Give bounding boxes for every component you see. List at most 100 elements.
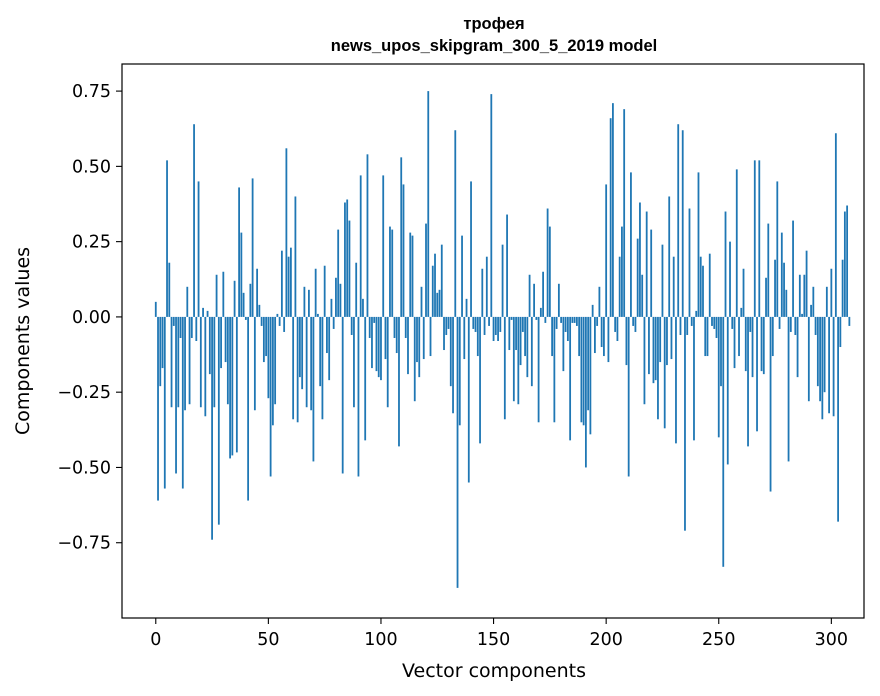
x-tick-label: 300 [815,630,848,650]
bar-191 [584,316,587,468]
bar-76 [326,316,328,354]
bar-149 [490,94,493,317]
bar-279 [783,262,785,317]
x-tick-label: 150 [477,630,510,650]
bar-129 [445,316,448,335]
bar-293 [814,316,817,335]
bar-59 [287,256,290,317]
bar-212 [632,316,635,326]
bar-223 [657,316,659,420]
y-axis-ticks: −0.75 −0.50 −0.25 0.00 0.25 0.50 0.75 [57,82,122,554]
bar-19 [197,181,200,317]
bar-283 [792,220,794,317]
y-tick-label: 0.25 [72,233,111,253]
bar-295 [819,316,821,402]
bar-268 [758,160,761,317]
bar-226 [663,316,666,429]
bar-45 [256,268,259,317]
bar-275 [774,259,776,317]
bar-249 [715,316,718,338]
bar-241 [697,172,700,317]
bar-51 [269,316,272,477]
bar-145 [481,268,484,317]
bar-43 [251,178,254,317]
bar-54 [276,313,279,317]
bar-114 [411,235,414,317]
bar-200 [605,184,608,317]
bar-227 [666,316,668,366]
bar-208 [623,109,626,317]
bar-286 [798,274,801,317]
bar-72 [317,313,319,317]
bar-33 [229,316,231,459]
bar-125 [436,292,439,317]
bar-88 [353,316,355,408]
bar-103 [386,316,389,408]
bar-28 [217,316,220,525]
bar-4 [163,316,166,489]
bar-250 [717,316,720,438]
bar-55 [278,316,281,326]
bar-140 [470,181,472,317]
bar-69 [310,316,313,411]
bar-18 [195,316,198,341]
bar-248 [713,316,716,329]
bar-253 [724,211,727,317]
bar-207 [621,226,623,317]
bar-254 [726,316,729,465]
bar-263 [747,316,749,447]
bar-239 [693,316,695,441]
bar-22 [204,316,207,417]
bar-27 [215,274,218,317]
x-tick-label: 200 [589,630,622,650]
bar-181 [562,316,565,372]
bar-25 [211,316,213,540]
bar-204 [614,316,617,332]
bar-225 [661,244,664,317]
bar-278 [780,232,783,317]
bar-178 [555,316,558,329]
bar-238 [690,316,693,326]
bar-235 [684,316,686,531]
bar-89 [355,262,358,317]
bar-1 [157,316,159,501]
bar-94 [366,154,369,317]
bar-257 [733,316,736,369]
bar-81 [337,229,340,317]
bar-170 [537,316,540,423]
bar-95 [368,316,371,338]
bar-8 [172,316,175,326]
x-tick-label: 50 [257,630,279,650]
bar-11 [179,316,182,338]
bar-251 [720,316,722,387]
bar-29 [220,316,222,369]
bar-229 [670,316,673,360]
bar-53 [274,316,277,405]
bar-180 [560,316,563,323]
bar-36 [235,316,238,453]
bar-26 [213,316,216,408]
bar-244 [704,316,707,357]
bar-73 [319,316,322,387]
bar-272 [767,223,770,317]
bar-183 [566,316,569,341]
bar-21 [202,307,204,317]
bar-20 [199,316,202,408]
bar-67 [305,316,308,408]
plot-frame [121,63,865,619]
bar-42 [249,283,252,317]
y-tick-label: 0.50 [72,157,111,177]
bar-101 [382,175,385,317]
bar-221 [652,316,655,384]
bar-210 [627,316,630,477]
bar-270 [762,316,765,375]
bar-15 [188,316,191,405]
chart-title-line1: трофея [463,15,524,33]
bar-211 [630,172,632,317]
bar-38 [240,232,243,317]
bar-228 [668,196,671,317]
bar-60 [289,247,292,317]
bar-269 [760,316,763,372]
